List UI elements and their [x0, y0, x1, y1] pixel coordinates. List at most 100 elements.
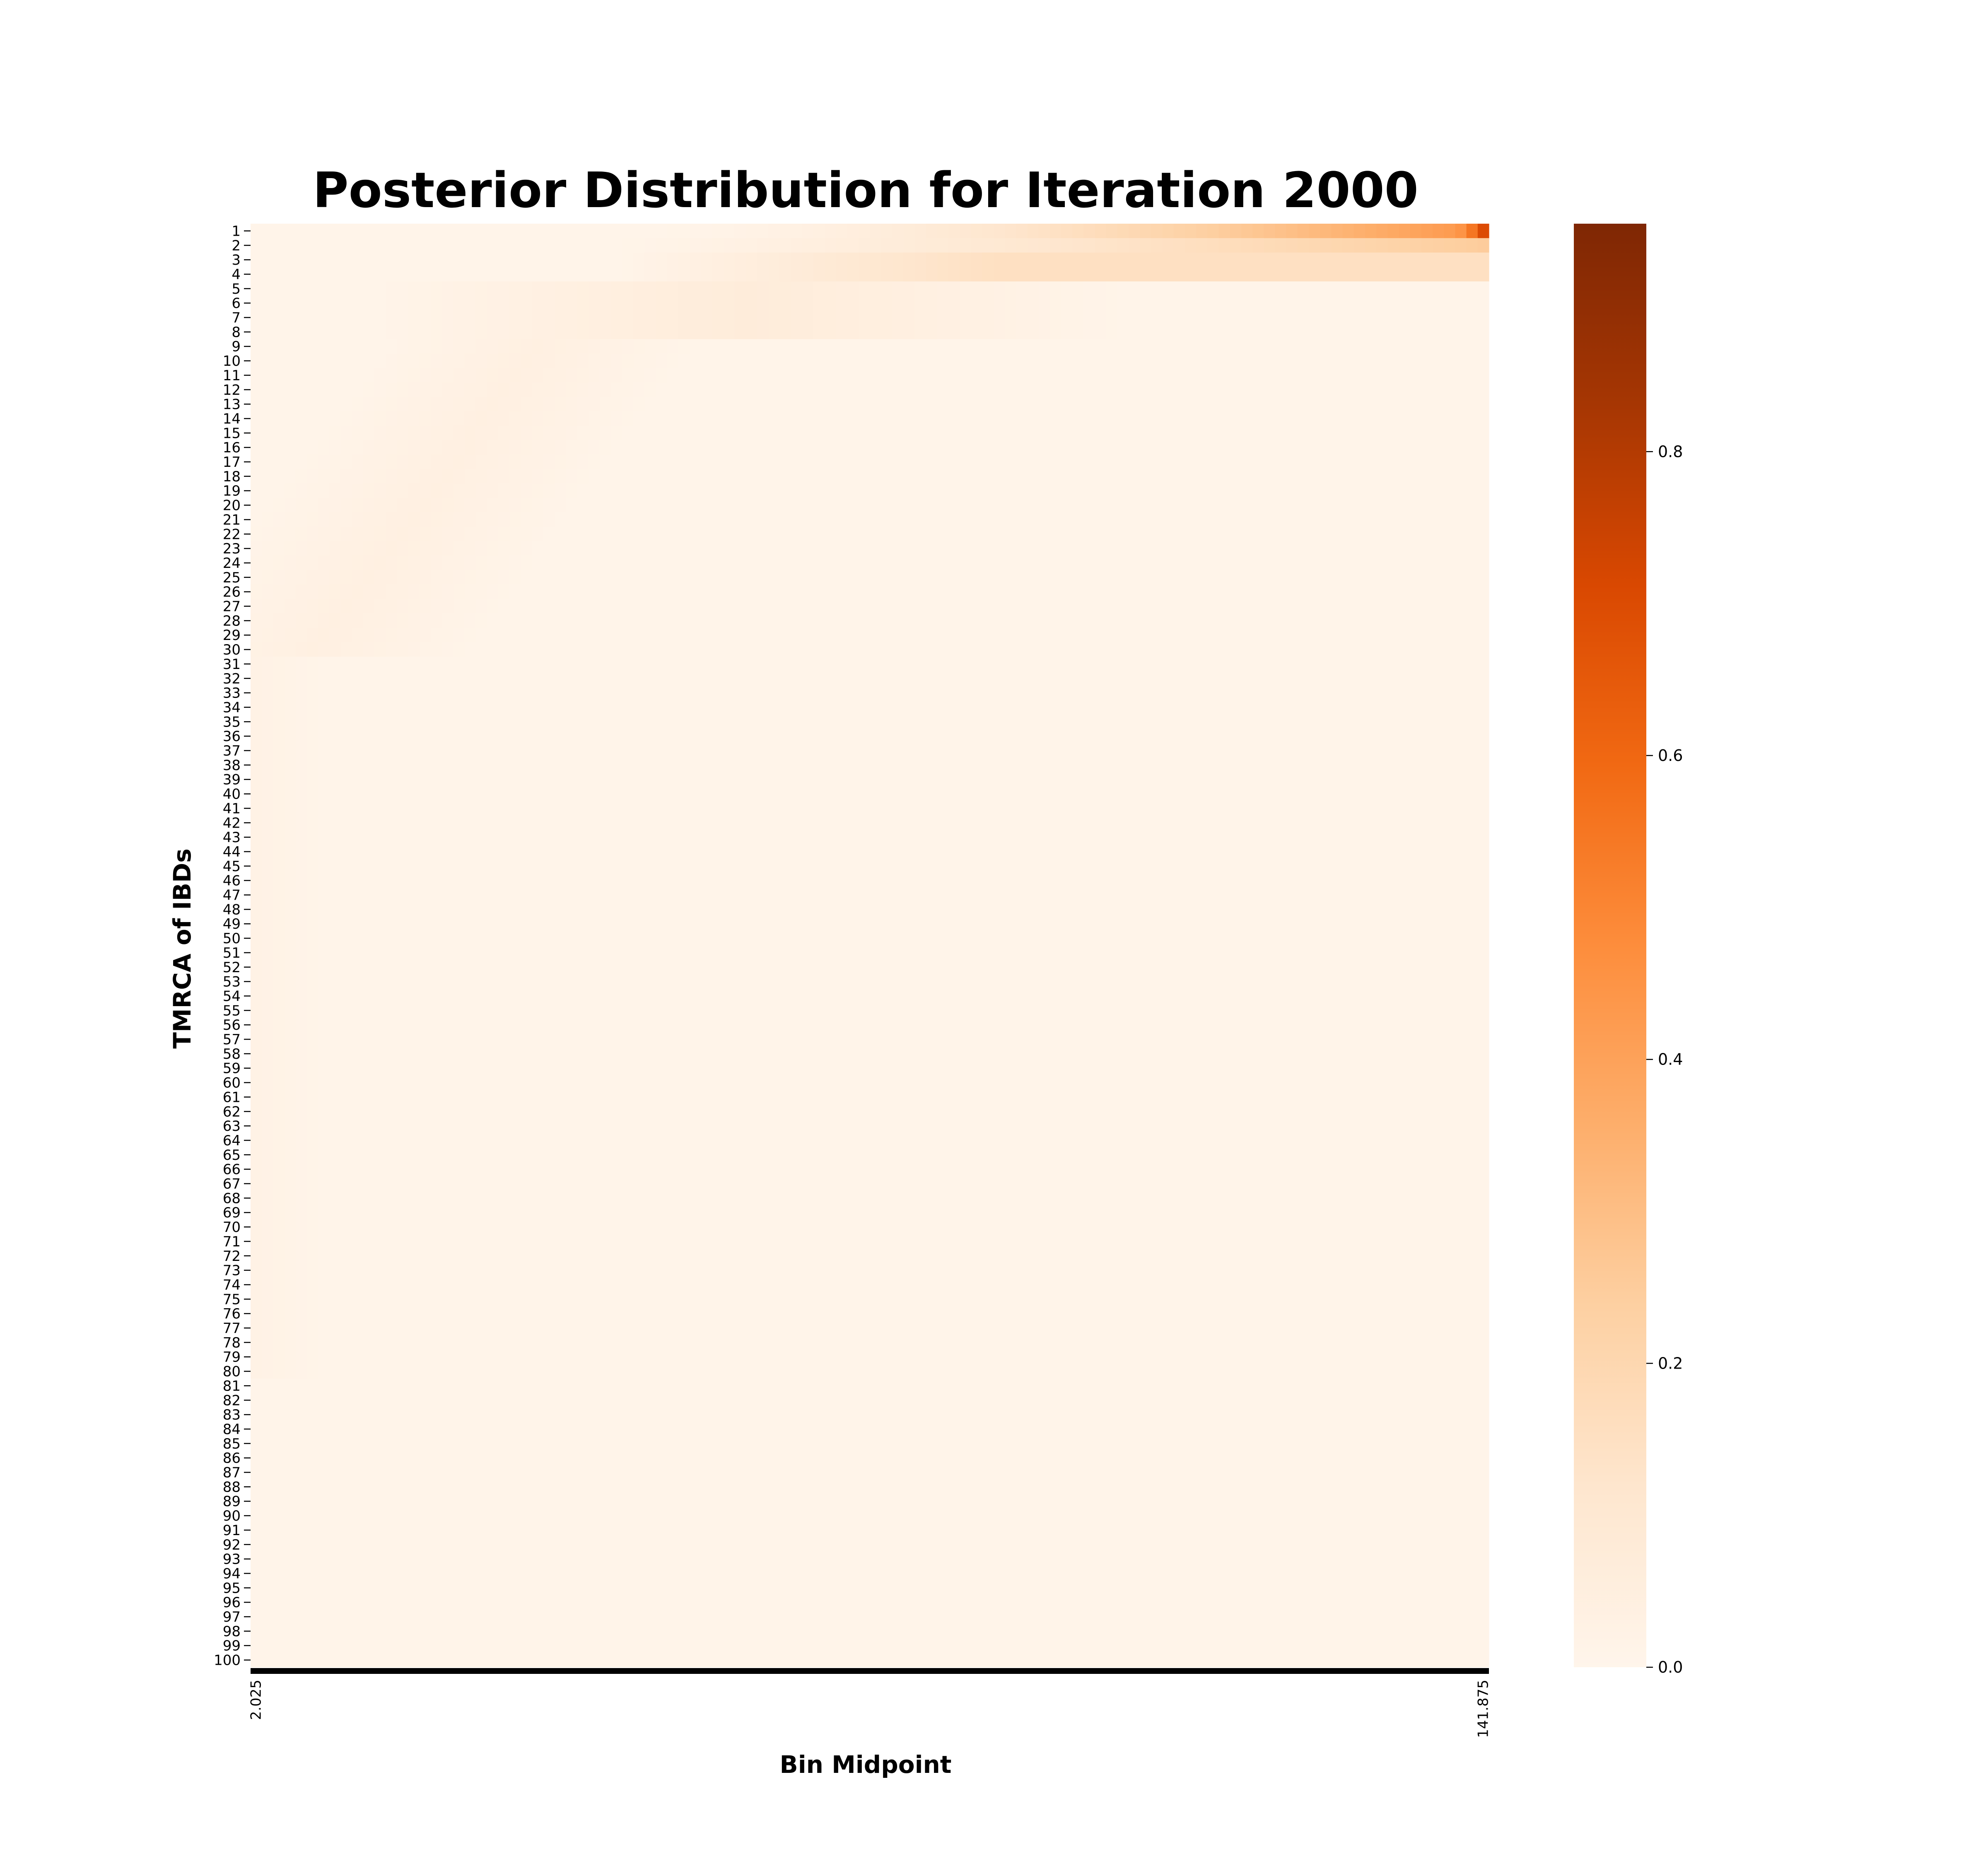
- heatmap-cell: [656, 267, 668, 282]
- heatmap-cell: [757, 844, 769, 859]
- heatmap-cell: [994, 454, 1005, 470]
- heatmap-cell: [1207, 469, 1219, 484]
- heatmap-cell: [295, 296, 307, 311]
- heatmap-cell: [1286, 483, 1298, 498]
- heatmap-cell: [870, 483, 881, 498]
- heatmap-cell: [1185, 526, 1197, 542]
- heatmap-cell: [690, 454, 701, 470]
- heatmap-cell: [982, 772, 994, 787]
- heatmap-cell: [487, 815, 499, 831]
- heatmap-cell: [419, 657, 431, 671]
- heatmap-cell: [1241, 440, 1253, 455]
- heatmap-cell: [386, 411, 397, 426]
- heatmap-cell: [1207, 729, 1219, 744]
- heatmap-cell: [610, 425, 622, 441]
- heatmap-cell: [284, 758, 296, 773]
- heatmap-cell: [1230, 830, 1242, 845]
- heatmap-cell: [960, 686, 972, 700]
- heatmap-cell: [948, 454, 960, 470]
- heatmap-cell: [1444, 411, 1456, 426]
- heatmap-cell: [284, 267, 296, 282]
- heatmap-cell: [1297, 801, 1309, 816]
- heatmap-cell: [475, 296, 487, 311]
- heatmap-cell: [251, 483, 262, 498]
- heatmap-cell: [577, 483, 589, 498]
- heatmap-cell: [251, 873, 262, 888]
- heatmap-cell: [295, 469, 307, 484]
- heatmap-cell: [1376, 729, 1388, 744]
- heatmap-cell: [464, 859, 476, 874]
- heatmap-cell: [577, 815, 589, 831]
- heatmap-cell: [1151, 267, 1163, 282]
- heatmap-cell: [937, 613, 949, 628]
- heatmap-cell: [644, 498, 656, 513]
- heatmap-cell: [521, 512, 533, 527]
- heatmap-cell: [1342, 397, 1354, 412]
- heatmap-cell: [858, 382, 870, 397]
- heatmap-cell: [701, 296, 713, 311]
- heatmap-cell: [610, 324, 622, 340]
- heatmap-cell: [397, 859, 409, 874]
- heatmap-cell: [914, 815, 926, 831]
- heatmap-cell: [1399, 353, 1411, 369]
- heatmap-cell: [329, 397, 341, 412]
- heatmap-cell: [1353, 714, 1366, 729]
- heatmap-cell: [1162, 671, 1174, 686]
- heatmap-cell: [746, 686, 758, 700]
- heatmap-cell: [509, 570, 521, 585]
- heatmap-cell: [374, 425, 386, 441]
- heatmap-cell: [779, 584, 791, 599]
- heatmap-cell: [554, 238, 566, 253]
- heatmap-cell: [1230, 454, 1242, 470]
- heatmap-cell: [1016, 772, 1028, 787]
- heatmap-cell: [678, 729, 690, 744]
- heatmap-cell: [1466, 296, 1478, 311]
- heatmap-cell: [554, 657, 566, 671]
- heatmap-cell: [903, 729, 915, 744]
- heatmap-cell: [295, 512, 307, 527]
- heatmap-cell: [588, 368, 600, 383]
- heatmap-cell: [1151, 642, 1163, 657]
- heatmap-cell: [836, 844, 848, 859]
- heatmap-cell: [1309, 425, 1320, 441]
- heatmap-cell: [1387, 555, 1399, 570]
- heatmap-cell: [1297, 353, 1309, 369]
- heatmap-cell: [1466, 599, 1478, 614]
- heatmap-cell: [914, 772, 926, 787]
- heatmap-cell: [1320, 584, 1332, 599]
- heatmap-cell: [1376, 469, 1388, 484]
- heatmap-cell: [1230, 469, 1242, 484]
- heatmap-cell: [509, 584, 521, 599]
- heatmap-cell: [554, 729, 566, 744]
- heatmap-cell: [644, 844, 656, 859]
- heatmap-cell: [678, 830, 690, 845]
- heatmap-cell: [1196, 397, 1208, 412]
- heatmap-cell: [982, 498, 994, 513]
- heatmap-cell: [610, 281, 622, 296]
- heatmap-cell: [1297, 440, 1309, 455]
- heatmap-cell: [836, 440, 848, 455]
- heatmap-cell: [566, 873, 577, 888]
- heatmap-cell: [588, 613, 600, 628]
- heatmap-cell: [1410, 555, 1422, 570]
- heatmap-cell: [1477, 281, 1489, 296]
- heatmap-cell: [813, 382, 825, 397]
- heatmap-cell: [847, 555, 859, 570]
- heatmap-cell: [464, 469, 476, 484]
- heatmap-cell: [588, 584, 600, 599]
- heatmap-cell: [284, 844, 296, 859]
- heatmap-cell: [723, 498, 735, 513]
- heatmap-cell: [306, 382, 318, 397]
- heatmap-cell: [1320, 714, 1332, 729]
- heatmap-cell: [1106, 844, 1118, 859]
- heatmap-cell: [554, 714, 566, 729]
- heatmap-cell: [712, 411, 724, 426]
- heatmap-cell: [498, 801, 510, 816]
- heatmap-cell: [937, 526, 949, 542]
- heatmap-cell: [295, 700, 307, 715]
- heatmap-cell: [1151, 281, 1163, 296]
- heatmap-cell: [442, 238, 454, 253]
- heatmap-cell: [656, 324, 668, 340]
- heatmap-cell: [329, 469, 341, 484]
- heatmap-cell: [858, 411, 870, 426]
